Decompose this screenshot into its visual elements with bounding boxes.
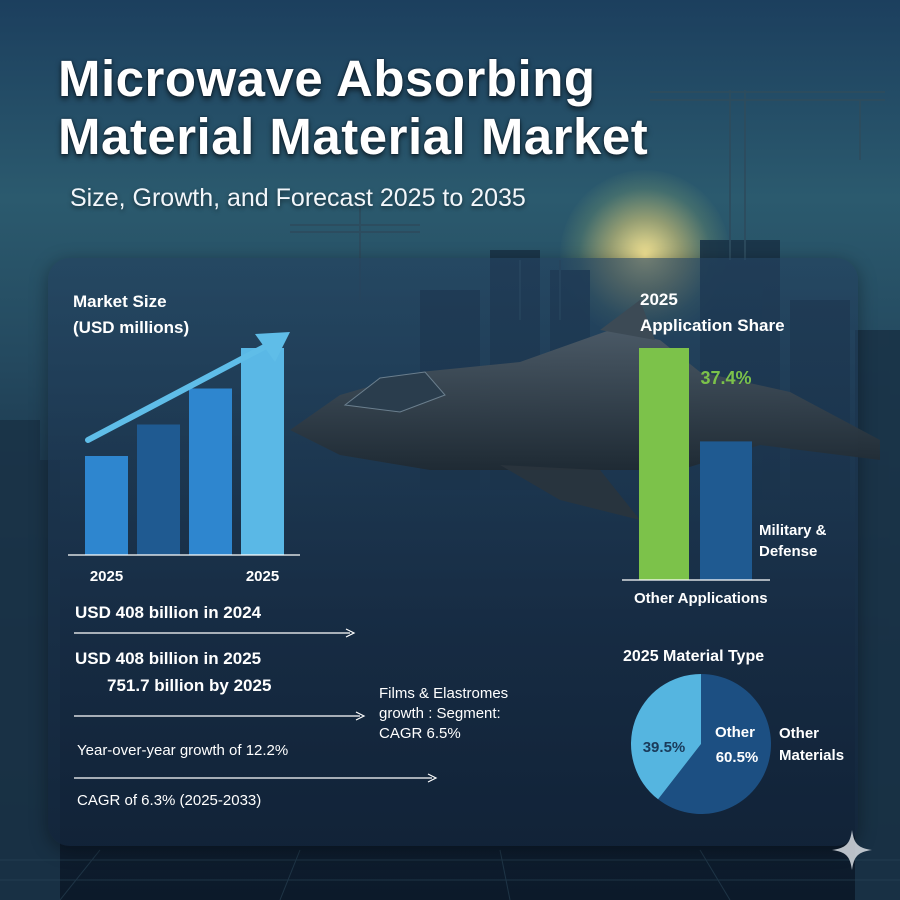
sparkle-icon — [832, 830, 872, 870]
pie-slice-value-label: 60.5% — [716, 749, 759, 766]
application-share-data-label: 37.4% — [700, 368, 751, 388]
pie-slice-value-label: 39.5% — [643, 739, 686, 756]
application-share-heading-line-1: 2025 — [640, 290, 678, 309]
military-defense-label: Military & Defense — [759, 520, 827, 562]
market-size-bar — [189, 388, 232, 555]
segment-note-line-2: growth : Segment: — [379, 705, 501, 722]
market-size-bar — [241, 348, 284, 555]
material-type-pie-slice — [631, 674, 701, 800]
growth-trend-arrowhead — [255, 332, 290, 362]
application-share-heading-line-2: Application Share — [640, 316, 785, 335]
other-materials-legend: Other Materials — [779, 723, 844, 767]
market-size-bar — [85, 456, 128, 555]
segment-note-line-3: CAGR 6.5% — [379, 725, 461, 742]
growth-trend-arrow — [85, 341, 273, 443]
market-size-heading: Market Size (USD millions) — [73, 289, 189, 341]
fact-forecast-value: 751.7 billion by 2025 — [107, 676, 272, 695]
other-materials-legend-line-1: Other — [779, 725, 820, 742]
market-size-heading-line-1: Market Size — [73, 292, 167, 311]
fact-2025-value: USD 408 billion in 2025 — [75, 649, 262, 668]
title-line-1: Microwave Absorbing — [58, 50, 596, 107]
other-materials-legend-line-2: Materials — [779, 747, 845, 764]
title-line-2: Material Material Market — [58, 108, 649, 165]
application-share-bar — [639, 348, 689, 580]
fact-cagr: CAGR of 6.3% (2025-2033) — [77, 792, 262, 809]
fact-yoy-growth: Year-over-year growth of 12.2% — [77, 742, 289, 759]
military-defense-label-line-2: Defense — [759, 543, 818, 560]
page-subtitle: Size, Growth, and Forecast 2025 to 2035 — [70, 184, 526, 212]
application-share-heading: 2025 Application Share — [640, 287, 785, 339]
page-title: Microwave Absorbing Material Material Ma… — [58, 50, 838, 166]
pie-slice-label: Other — [715, 724, 755, 741]
market-size-bar — [137, 424, 180, 555]
military-defense-label-line-1: Military & — [759, 522, 827, 539]
market-size-tick-label: 2025 — [90, 568, 123, 585]
fact-arrow-1 — [74, 628, 356, 638]
segment-note: Films & Elastromes growth : Segment: CAG… — [379, 684, 508, 744]
fact-2024-value: USD 408 billion in 2024 — [75, 603, 262, 622]
fact-arrow-2 — [74, 711, 366, 721]
segment-note-line-1: Films & Elastromes — [379, 685, 509, 702]
market-size-heading-line-2: (USD millions) — [73, 318, 190, 337]
fact-arrow-3 — [74, 773, 438, 783]
other-applications-label: Other Applications — [634, 590, 768, 607]
application-share-bar — [700, 441, 752, 580]
market-size-tick-label: 2025 — [246, 568, 279, 585]
material-type-heading: 2025 Material Type — [623, 648, 765, 665]
material-type-pie-slice — [658, 674, 771, 814]
